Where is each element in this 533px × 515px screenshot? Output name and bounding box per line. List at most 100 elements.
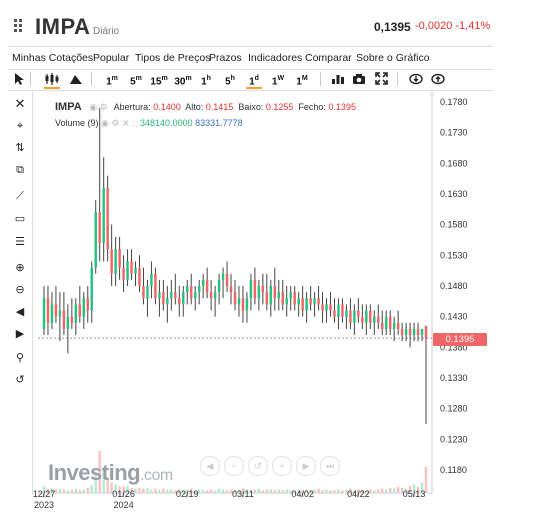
price-tick-label: 0.1480 bbox=[440, 281, 468, 291]
volume-bar bbox=[293, 490, 296, 493]
candle-body bbox=[201, 279, 205, 286]
menu-my-quotes[interactable]: Minhas Cotações bbox=[12, 52, 94, 64]
rectangle-icon[interactable]: ▭ bbox=[14, 213, 26, 225]
menu-indicators[interactable]: Indicadores bbox=[248, 52, 303, 64]
price-tick-label: 0.1330 bbox=[440, 373, 468, 383]
candle-body bbox=[333, 310, 336, 317]
copy-icon[interactable]: ⧉ bbox=[16, 164, 24, 176]
candle-body bbox=[277, 292, 281, 299]
volume-bar bbox=[182, 490, 185, 493]
nav-reset-icon[interactable]: ↺ bbox=[248, 456, 268, 476]
menu-popular[interactable]: Popular bbox=[93, 52, 130, 64]
menu-periods[interactable]: Prazos bbox=[209, 52, 242, 64]
candle-body bbox=[289, 292, 292, 299]
fullscreen-icon[interactable] bbox=[375, 72, 388, 85]
period-5h[interactable]: 5h bbox=[225, 75, 235, 88]
save-cloud-icon[interactable] bbox=[409, 72, 423, 85]
candle-body bbox=[98, 212, 101, 244]
candle-body bbox=[130, 261, 133, 274]
zoom-in-icon[interactable]: ⊕ bbox=[15, 262, 25, 274]
candle-body bbox=[197, 286, 201, 293]
volume-bar bbox=[317, 488, 320, 493]
period-1h[interactable]: 1h bbox=[201, 75, 211, 88]
candle-body bbox=[150, 273, 153, 286]
period-30m[interactable]: 30m bbox=[174, 75, 192, 88]
volume-bar bbox=[237, 489, 241, 493]
nav-zoom-out-icon[interactable]: − bbox=[224, 456, 244, 476]
candle-body bbox=[408, 328, 412, 336]
fib-levels-icon[interactable]: ☰ bbox=[15, 236, 25, 248]
volume-bar bbox=[166, 489, 169, 493]
volume-bar bbox=[253, 489, 257, 493]
volume-bar bbox=[122, 486, 125, 493]
volume-bar bbox=[373, 490, 376, 493]
volume-bar bbox=[46, 488, 50, 493]
load-cloud-icon[interactable] bbox=[431, 72, 445, 85]
reset-icon[interactable]: ↺ bbox=[15, 374, 25, 386]
camera-icon[interactable] bbox=[352, 72, 366, 85]
period-1mo[interactable]: 1M bbox=[296, 75, 308, 88]
volume-bar bbox=[86, 487, 89, 493]
candle-body bbox=[50, 304, 54, 323]
volume-bar bbox=[349, 488, 352, 493]
volume-bar bbox=[42, 486, 46, 493]
candle-body bbox=[293, 292, 296, 305]
drawing-tools-bar: ✕ ⌖ ⇅ ⧉ ⟋ ▭ ☰ ⊕ ⊖ ◀ ▶ ⚲ ↺ bbox=[8, 91, 33, 495]
candle-body bbox=[154, 273, 157, 299]
bar-chart-icon[interactable] bbox=[331, 73, 345, 85]
volume-settings-icon[interactable]: ◉ ⚙ ✕ : bbox=[101, 118, 135, 128]
period-1m[interactable]: 1m bbox=[106, 75, 118, 88]
period-15m[interactable]: 15m bbox=[150, 75, 168, 88]
candles-icon[interactable] bbox=[44, 72, 60, 86]
magnet-icon[interactable]: ⚲ bbox=[15, 352, 25, 364]
nav-zoom-in-icon[interactable]: + bbox=[272, 456, 292, 476]
candles bbox=[42, 108, 428, 424]
scroll-left-icon[interactable]: ◀ bbox=[15, 306, 25, 318]
high-label: Alto: bbox=[185, 102, 204, 112]
volume-bar bbox=[134, 488, 137, 493]
last-price-badge: 0.1395 bbox=[433, 333, 487, 346]
crosshair-zoom-icon[interactable]: ⌖ bbox=[16, 120, 24, 132]
volume-bar bbox=[150, 489, 153, 493]
trend-line-icon[interactable]: ⟋ bbox=[16, 190, 24, 202]
menu-price-types[interactable]: Tipos de Preços bbox=[135, 52, 211, 64]
time-tick-label: 02/19 bbox=[176, 489, 199, 499]
menu-about-chart[interactable]: Sobre o Gráfico bbox=[356, 52, 430, 64]
volume-bar bbox=[345, 489, 348, 493]
volume-bar bbox=[213, 490, 217, 493]
nav-back-icon[interactable]: ◀ bbox=[200, 456, 220, 476]
candle-body bbox=[186, 286, 189, 293]
volume-bar bbox=[265, 489, 269, 493]
nav-end-icon[interactable]: ⏭ bbox=[320, 456, 340, 476]
visibility-icon[interactable]: ◉ ⚙ bbox=[89, 102, 108, 112]
candle-body bbox=[221, 273, 225, 280]
candle-body bbox=[70, 316, 74, 323]
menu-grip-icon[interactable] bbox=[8, 14, 32, 38]
candle-body bbox=[62, 310, 66, 329]
candle-body bbox=[404, 328, 408, 336]
candle-body bbox=[174, 292, 177, 299]
cursor-icon[interactable] bbox=[13, 72, 25, 86]
period-1w[interactable]: 1W bbox=[271, 75, 285, 88]
zoom-out-icon[interactable]: ⊖ bbox=[15, 284, 25, 296]
volume-bar bbox=[381, 488, 384, 493]
time-tick-year: 2023 bbox=[34, 500, 54, 510]
compare-icon[interactable]: ⇅ bbox=[15, 142, 25, 154]
quote-header: IMPA Diário 0,1395 -0,0020 -1,41% bbox=[0, 0, 533, 44]
volume-bar bbox=[305, 489, 308, 493]
menu-compare[interactable]: Comparar bbox=[305, 52, 352, 64]
nav-forward-icon[interactable]: ▶ bbox=[296, 456, 316, 476]
volume-bar bbox=[142, 488, 145, 493]
close-icon[interactable]: ✕ bbox=[14, 96, 26, 111]
volume-bar bbox=[74, 488, 78, 493]
candle-body bbox=[114, 249, 117, 274]
scroll-right-icon[interactable]: ▶ bbox=[15, 328, 25, 340]
candle-body bbox=[373, 316, 376, 323]
candle-body bbox=[42, 298, 46, 329]
period-1d[interactable]: 1d bbox=[246, 71, 262, 89]
volume-bar bbox=[400, 487, 404, 493]
period-5m[interactable]: 5m bbox=[130, 75, 142, 88]
mountain-chart-icon[interactable] bbox=[69, 73, 83, 85]
volume-bar bbox=[138, 487, 141, 493]
